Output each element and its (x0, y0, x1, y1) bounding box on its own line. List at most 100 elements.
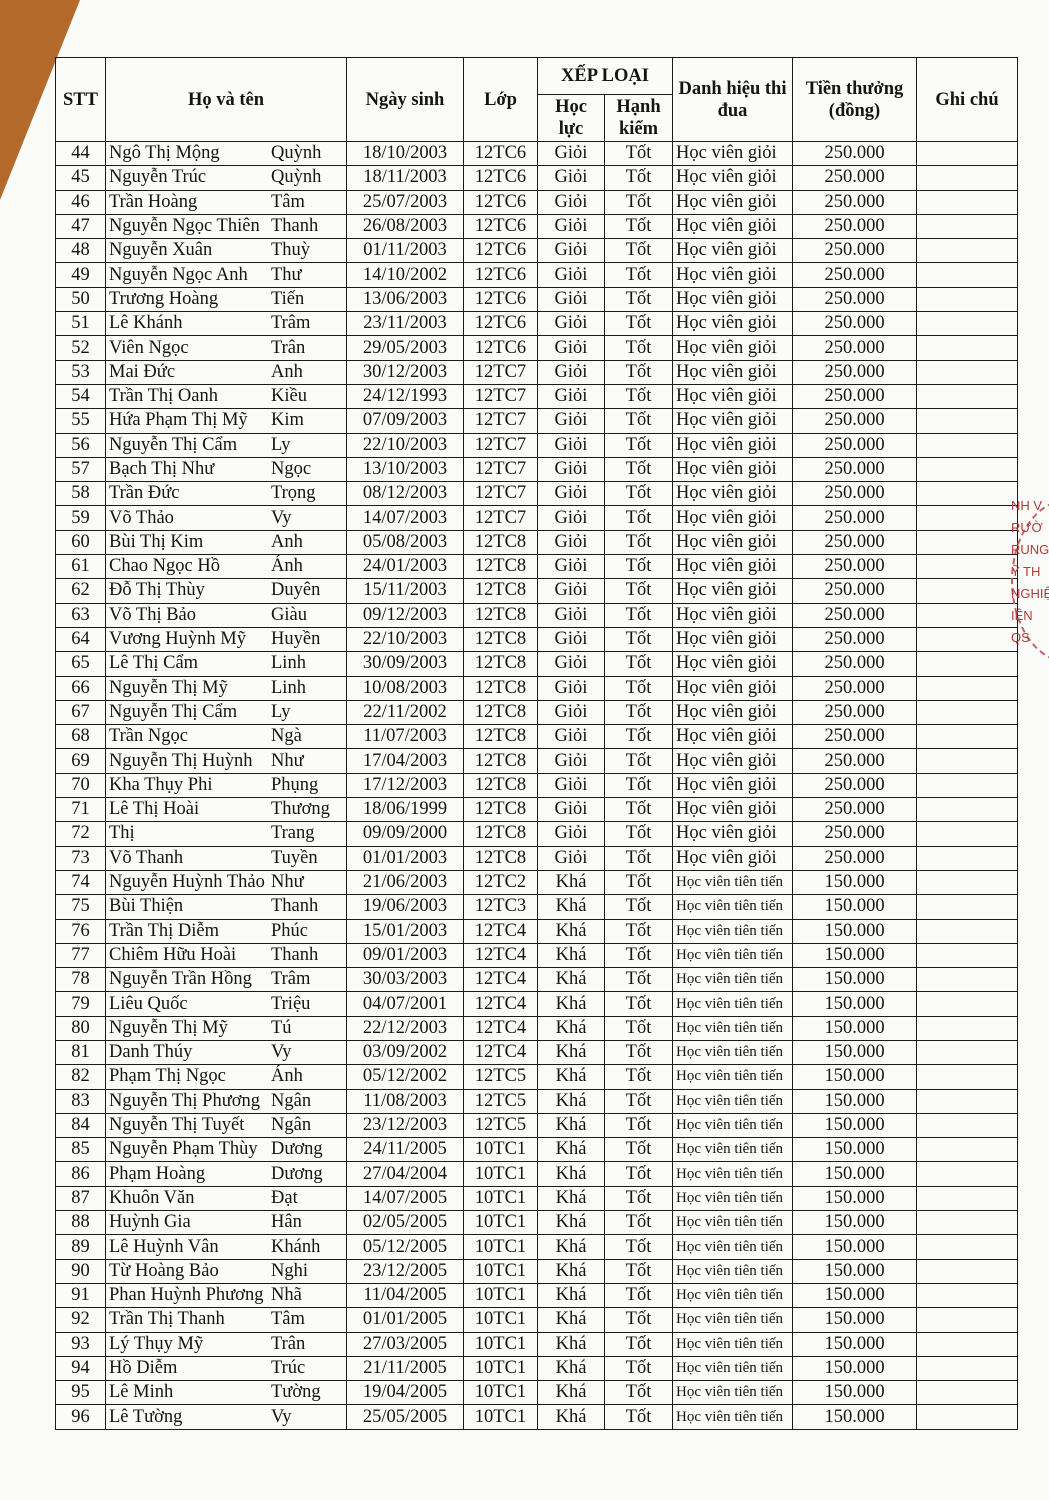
cell-hoc-luc: Khá (537, 1185, 605, 1212)
cell-hanh-kiem: Tốt (604, 1015, 673, 1041)
cell-hoc-luc: Giỏi (537, 602, 605, 628)
cell-ten: Ngân (271, 1115, 312, 1136)
header-hoc-luc: Học lực (537, 94, 605, 142)
cell-stt: 66 (55, 675, 106, 701)
cell-hoc-luc: Giỏi (537, 383, 605, 410)
cell-tien-thuong: 250.000 (792, 578, 917, 604)
cell-hanh-kiem: Tốt (604, 1404, 673, 1430)
cell-hanh-kiem: Tốt (604, 189, 673, 215)
table-row: 49 Nguyễn Ngọc Anh Thư 14/10/2002 12TC6 Giỏi T… (55, 262, 1018, 288)
cell-ngay-sinh: 23/11/2003 (346, 311, 464, 337)
cell-stt: 61 (55, 554, 106, 580)
header-ngay-sinh: Ngày sinh (346, 57, 464, 142)
cell-danh-hieu: Học viên giỏi (672, 335, 793, 361)
cell-hanh-kiem: Tốt (604, 724, 673, 750)
cell-hoc-luc: Giỏi (537, 213, 605, 240)
cell-ghi-chu (916, 554, 1018, 580)
cell-danh-hieu: Học viên tiên tiến (672, 1015, 793, 1041)
cell-tien-thuong: 150.000 (792, 1161, 917, 1187)
cell-tien-thuong: 150.000 (792, 1404, 917, 1430)
cell-danh-hieu: Học viên tiên tiến (672, 918, 793, 944)
cell-ho-va-ten: Trần Đức Trọng (105, 481, 347, 507)
cell-ho: Viên Ngọc (109, 337, 189, 358)
cell-lop: 12TC5 (463, 1064, 538, 1090)
cell-tien-thuong: 250.000 (792, 821, 917, 847)
cell-ten: Trân (271, 337, 306, 358)
cell-danh-hieu: Học viên giỏi (672, 602, 793, 628)
cell-stt: 82 (55, 1064, 106, 1090)
cell-ho: Lê Minh (109, 1382, 174, 1403)
cell-tien-thuong: 150.000 (792, 1380, 917, 1406)
cell-ho-va-ten: Nguyễn Xuân Thuỳ (105, 238, 347, 264)
cell-lop: 12TC2 (463, 869, 538, 896)
stamp-text: NGHIỆ (1011, 586, 1049, 601)
cell-ten: Thư (271, 264, 302, 285)
cell-ho-va-ten: Lê Tường Vy (105, 1404, 347, 1430)
cell-ho: Thị (109, 823, 135, 844)
cell-ghi-chu (916, 1112, 1018, 1139)
cell-ho: Ngô Thị Mộng (109, 143, 220, 164)
cell-ho-va-ten: Lê Thị Cẩm Linh (105, 651, 347, 677)
cell-stt: 54 (55, 383, 106, 410)
cell-lop: 12TC6 (463, 335, 538, 361)
cell-ho-va-ten: Lê Khánh Trâm (105, 311, 347, 337)
cell-lop: 10TC1 (463, 1380, 538, 1406)
cell-ten: Phúc (271, 920, 308, 941)
cell-hoc-luc: Khá (537, 1112, 605, 1139)
cell-ho-va-ten: Nguyễn Thị Cẩm Ly (105, 699, 347, 726)
cell-ghi-chu (916, 724, 1018, 750)
header-tien-thuong: Tiền thưởng (đồng) (792, 57, 917, 142)
cell-stt: 87 (55, 1185, 106, 1212)
cell-ghi-chu (916, 1185, 1018, 1212)
cell-hanh-kiem: Tốt (604, 1039, 673, 1066)
cell-ngay-sinh: 05/08/2003 (346, 529, 464, 556)
cell-hanh-kiem: Tốt (604, 942, 673, 969)
cell-ho-va-ten: Võ Thảo Vy (105, 505, 347, 531)
cell-hanh-kiem: Tốt (604, 821, 673, 847)
cell-stt: 96 (55, 1404, 106, 1430)
cell-ho-va-ten: Liêu Quốc Triệu (105, 991, 347, 1017)
cell-stt: 81 (55, 1039, 106, 1066)
stamp-text: RƯỜ (1011, 520, 1043, 535)
cell-tien-thuong: 250.000 (792, 383, 917, 410)
stamp-text: RUNG (1011, 542, 1049, 557)
table-row: 73 Võ Thanh Tuyền 01/01/2003 12TC8 Giỏi Tốt Học… (55, 845, 1018, 871)
cell-tien-thuong: 150.000 (792, 1039, 917, 1066)
cell-ho: Phạm Hoàng (109, 1163, 206, 1184)
cell-ten: Ngọc (271, 459, 312, 479)
cell-hanh-kiem: Tốt (604, 238, 673, 264)
cell-ten: Tâm (271, 1309, 305, 1330)
cell-ho-va-ten: Phạm Thị Ngọc Ánh (105, 1064, 347, 1090)
cell-ho-va-ten: Lý Thụy Mỹ Trân (105, 1331, 347, 1357)
cell-ho-va-ten: Trần Hoàng Tâm (105, 189, 347, 215)
cell-ten: Tâm (271, 191, 305, 212)
table-row: 95 Lê Minh Tường 19/04/2005 10TC1 Khá Tốt Học v… (55, 1380, 1018, 1406)
cell-hanh-kiem: Tốt (604, 1088, 673, 1114)
cell-ngay-sinh: 18/06/1999 (346, 797, 464, 823)
stamp-text: IÊN (1011, 608, 1033, 623)
cell-ho: Nguyễn Thị Huỳnh (109, 750, 253, 771)
cell-danh-hieu: Học viên giỏi (672, 748, 793, 774)
cell-ngay-sinh: 22/10/2003 (346, 432, 464, 458)
cell-stt: 90 (55, 1258, 106, 1284)
table-row: 68 Trần Ngọc Ngà 11/07/2003 12TC8 Giỏi Tốt Học … (55, 724, 1018, 750)
cell-hoc-luc: Khá (537, 869, 605, 896)
cell-stt: 95 (55, 1380, 106, 1406)
cell-stt: 68 (55, 724, 106, 750)
cell-ho: Trần Thị Oanh (109, 386, 218, 407)
cell-tien-thuong: 150.000 (792, 1088, 917, 1114)
cell-hoc-luc: Giỏi (537, 165, 605, 191)
table-row: 96 Lê Tường Vy 25/05/2005 10TC1 Khá Tốt Học viê… (55, 1404, 1018, 1430)
cell-tien-thuong: 150.000 (792, 894, 917, 920)
cell-lop: 12TC4 (463, 942, 538, 969)
cell-hoc-luc: Giỏi (537, 797, 605, 823)
cell-ho-va-ten: Trương Hoàng Tiến (105, 286, 347, 313)
cell-stt: 49 (55, 262, 106, 288)
cell-hoc-luc: Giỏi (537, 772, 605, 799)
cell-ten: Trân (271, 1333, 306, 1354)
cell-stt: 89 (55, 1234, 106, 1260)
cell-danh-hieu: Học viên giỏi (672, 651, 793, 677)
cell-ghi-chu (916, 505, 1018, 531)
cell-ho: Kha Thụy Phi (109, 774, 213, 795)
cell-danh-hieu: Học viên giỏi (672, 238, 793, 264)
